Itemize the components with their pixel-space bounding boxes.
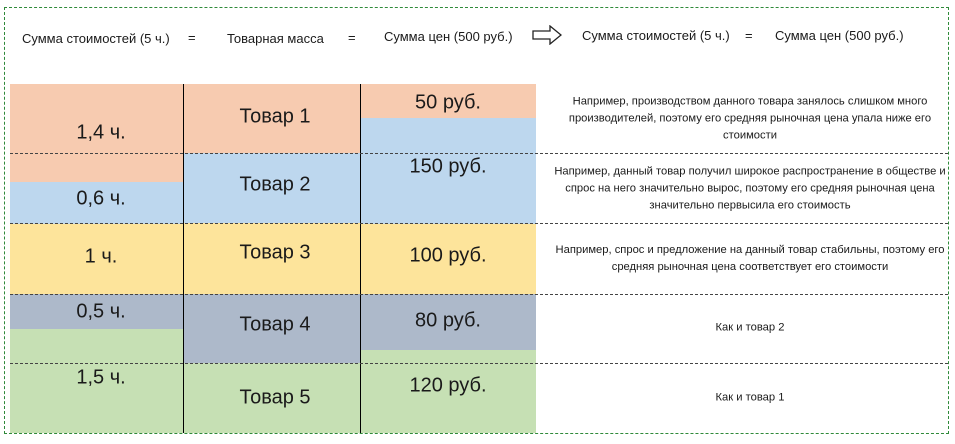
column-divider-2 (360, 84, 361, 433)
note-good1: Например, производством данного товара з… (568, 95, 932, 142)
hours-label-good4: 0,5 ч. (76, 300, 126, 323)
row-divider-4 (10, 363, 948, 364)
hours-block-good5 (10, 329, 183, 433)
hours-label-good2: 0,6 ч. (76, 187, 126, 210)
goods-block-good4 (184, 294, 360, 363)
header-sum-prices: Сумма цен (500 руб.) (384, 29, 513, 44)
price-label-good1: 50 руб. (415, 91, 481, 114)
note-good2: Например, данный товар получил широкое р… (554, 165, 946, 212)
price-block-good4 (361, 294, 536, 350)
price-label-good2: 150 руб. (409, 155, 487, 178)
goods-block-good3 (184, 223, 360, 294)
good-label-4: Товар 4 (239, 313, 311, 336)
hours-label-good3: 1 ч. (84, 245, 118, 268)
price-block-good1 (361, 84, 536, 118)
note-good3: Например, спрос и предложение на данный … (555, 244, 945, 273)
hours-label-good1: 1,4 ч. (76, 121, 126, 144)
column-divider-1 (183, 84, 184, 433)
price-label-good4: 80 руб. (415, 309, 481, 332)
hours-block-good1 (10, 84, 183, 182)
hours-block-good3 (10, 224, 183, 294)
row-divider-3 (10, 294, 948, 295)
goods-block-good5 (184, 363, 360, 433)
right-arrow-icon (532, 25, 562, 45)
hours-block-good4 (10, 294, 183, 329)
row-divider-1 (10, 153, 948, 154)
price-label-good3: 100 руб. (409, 244, 487, 267)
goods-block-good1 (184, 84, 360, 153)
header-equals-2: = (348, 30, 356, 45)
hours-block-good2 (10, 182, 183, 224)
goods-block-good2 (184, 153, 360, 223)
dashed-frame (4, 7, 949, 434)
good-label-3: Товар 3 (239, 241, 311, 264)
price-block-good3 (361, 224, 536, 294)
header-sum-prices-right: Сумма цен (500 руб.) (775, 28, 904, 43)
good-label-2: Товар 2 (239, 173, 311, 196)
header-sum-costs-right: Сумма стоимостей (5 ч.) (582, 28, 730, 43)
note-good4: Как и товар 2 (715, 321, 785, 334)
header-equals-3: = (745, 28, 753, 43)
price-block-good2 (361, 118, 536, 224)
good-label-1: Товар 1 (239, 105, 311, 128)
header-sum-costs: Сумма стоимостей (5 ч.) (22, 31, 170, 46)
price-label-good5: 120 руб. (409, 374, 487, 397)
row-divider-2 (10, 223, 948, 224)
hours-label-good5: 1,5 ч. (76, 366, 126, 389)
good-label-5: Товар 5 (239, 386, 311, 409)
header-equals-1: = (188, 30, 196, 45)
header-goods-mass: Товарная масса (227, 31, 324, 46)
note-good5: Как и товар 1 (715, 391, 785, 404)
